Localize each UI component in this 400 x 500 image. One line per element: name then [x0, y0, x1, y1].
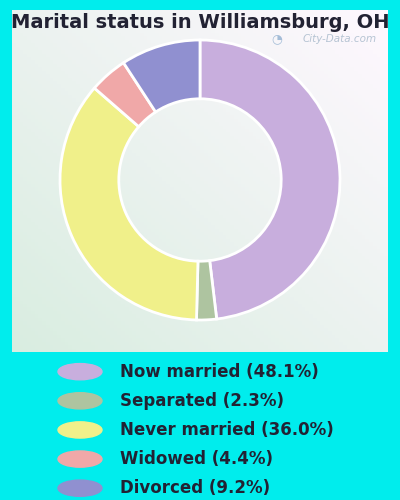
Text: Widowed (4.4%): Widowed (4.4%) [120, 450, 273, 468]
Text: Marital status in Williamsburg, OH: Marital status in Williamsburg, OH [11, 13, 389, 32]
Wedge shape [94, 62, 156, 126]
Text: Separated (2.3%): Separated (2.3%) [120, 392, 284, 410]
Text: Now married (48.1%): Now married (48.1%) [120, 362, 319, 380]
Text: ◔: ◔ [272, 32, 282, 46]
Circle shape [58, 364, 102, 380]
Circle shape [58, 422, 102, 438]
Wedge shape [200, 40, 340, 319]
Wedge shape [60, 88, 198, 320]
Circle shape [58, 392, 102, 409]
Text: Never married (36.0%): Never married (36.0%) [120, 421, 334, 439]
Circle shape [58, 451, 102, 467]
Circle shape [58, 480, 102, 496]
Wedge shape [196, 260, 217, 320]
Wedge shape [124, 40, 200, 112]
Text: Divorced (9.2%): Divorced (9.2%) [120, 479, 270, 497]
Text: City-Data.com: City-Data.com [302, 34, 377, 44]
